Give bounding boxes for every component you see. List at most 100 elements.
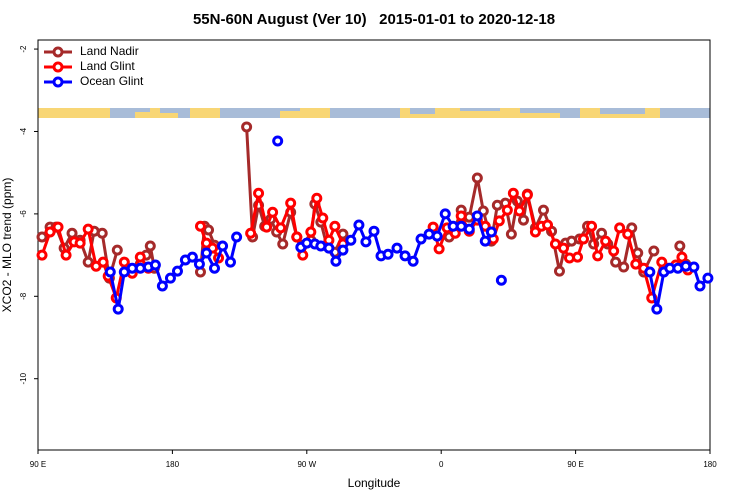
data-point — [60, 249, 72, 261]
data-point — [391, 242, 403, 254]
data-point — [171, 265, 183, 277]
data-point — [479, 235, 491, 247]
data-point — [156, 280, 168, 292]
data-point — [329, 220, 341, 232]
data-point — [578, 233, 590, 245]
data-point — [463, 223, 475, 235]
data-point — [82, 223, 94, 235]
legend-label: Land Glint — [80, 59, 135, 73]
data-point — [164, 272, 176, 284]
data-point — [345, 234, 357, 246]
data-point — [52, 221, 64, 233]
data-point — [317, 212, 329, 224]
data-point — [553, 265, 565, 277]
x-axis-label: Longitude — [348, 476, 401, 490]
data-point — [272, 135, 284, 147]
data-point — [112, 303, 124, 315]
data-point — [674, 240, 686, 252]
data-point — [572, 251, 584, 263]
data-point — [433, 243, 445, 255]
data-point — [203, 224, 215, 236]
data-point — [600, 235, 612, 247]
data-point — [253, 187, 265, 199]
y-tick-label: -4 — [19, 127, 28, 135]
data-point — [36, 231, 48, 243]
data-point — [311, 192, 323, 204]
data-point — [622, 228, 634, 240]
data-point — [656, 256, 668, 268]
data-point — [149, 259, 161, 271]
data-point — [200, 247, 212, 259]
y-tick-label: -10 — [19, 372, 28, 384]
data-point — [694, 280, 706, 292]
data-point — [648, 245, 660, 257]
x-tick-label: 90 W — [297, 460, 316, 469]
data-point — [305, 226, 317, 238]
data-point — [245, 227, 257, 239]
data-point — [330, 255, 342, 267]
y-tick-label: -8 — [19, 292, 28, 300]
data-point — [382, 248, 394, 260]
data-point — [74, 237, 86, 249]
legend-label: Land Nadir — [80, 44, 139, 58]
data-point — [702, 272, 714, 284]
data-point — [618, 261, 630, 273]
x-tick-label: 90 E — [30, 460, 46, 469]
data-point — [111, 244, 123, 256]
data-point — [217, 240, 229, 252]
data-point — [277, 238, 289, 250]
data-point — [505, 228, 517, 240]
data-point — [485, 226, 497, 238]
data-point — [337, 244, 349, 256]
data-point — [415, 233, 427, 245]
data-point — [194, 220, 206, 232]
data-point — [193, 258, 205, 270]
map-strip — [38, 108, 710, 118]
data-point — [513, 205, 525, 217]
data-point — [537, 204, 549, 216]
data-point — [549, 238, 561, 250]
legend-label: Ocean Glint — [80, 74, 144, 88]
data-point — [558, 242, 570, 254]
data-point — [517, 214, 529, 226]
y-tick-label: -6 — [19, 210, 28, 218]
data-point — [360, 236, 372, 248]
data-point — [36, 249, 48, 261]
legend-marker — [52, 46, 64, 58]
data-point — [399, 250, 411, 262]
data-point — [96, 227, 108, 239]
data-point — [209, 262, 221, 274]
x-tick-label: 0 — [439, 460, 444, 469]
legend-marker — [52, 76, 64, 88]
data-point — [630, 258, 642, 270]
data-point — [267, 206, 279, 218]
data-point — [275, 222, 287, 234]
data-point — [592, 250, 604, 262]
data-point — [44, 226, 56, 238]
data-point — [353, 219, 365, 231]
data-point — [608, 245, 620, 257]
data-point — [66, 227, 78, 239]
data-point — [455, 210, 467, 222]
data-point — [614, 222, 626, 234]
data-point — [521, 189, 533, 201]
data-point — [323, 242, 335, 254]
chart-title: 55N-60N August (Ver 10) 2015-01-01 to 20… — [193, 11, 555, 28]
data-point — [493, 215, 505, 227]
data-point — [676, 251, 688, 263]
y-tick-label: -2 — [19, 45, 28, 53]
x-tick-label: 180 — [166, 460, 180, 469]
data-point — [688, 261, 700, 273]
data-point — [368, 225, 380, 237]
data-point — [439, 208, 451, 220]
data-point — [134, 251, 146, 263]
data-point — [507, 187, 519, 199]
data-point — [586, 220, 598, 232]
data-point — [644, 266, 656, 278]
data-point — [596, 227, 608, 239]
data-point — [542, 219, 554, 231]
data-point — [471, 210, 483, 222]
x-tick-label: 180 — [703, 460, 717, 469]
